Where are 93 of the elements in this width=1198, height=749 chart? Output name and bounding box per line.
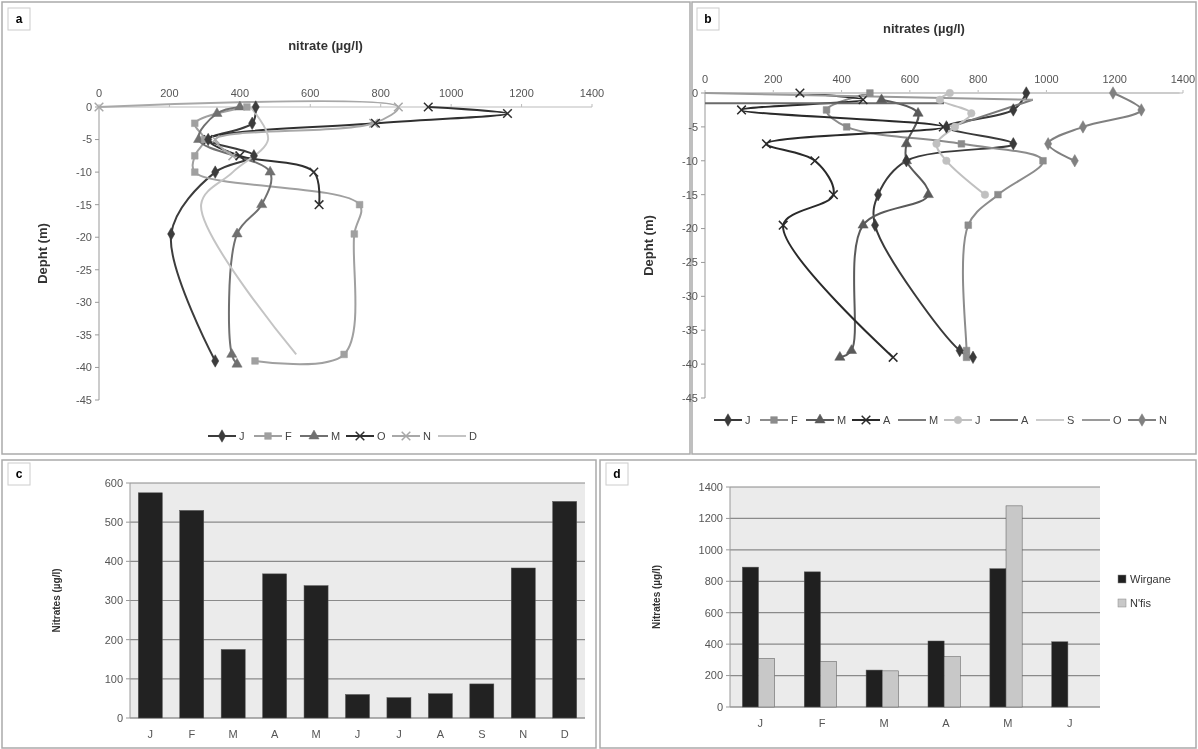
x-tick-label: M [228,728,238,740]
x-tick-label: 600 [301,87,320,99]
legend-label: O [1113,414,1122,426]
legend-label: F [791,414,798,426]
legend-label: F [285,430,292,442]
x-tick-label: 1000 [1034,73,1059,85]
y-tick-label: -30 [682,290,698,303]
legend-label: M [331,430,341,442]
x-tick-label: A [436,728,445,740]
y-tick-label: -10 [76,165,92,178]
text: b [704,12,712,26]
x-tick-label: J [1066,717,1073,729]
x-tick-label: M [1003,717,1013,729]
x-tick-label: F [818,717,826,729]
x-tick-label: 200 [764,73,783,85]
y-tick-label: -45 [76,393,92,406]
x-tick-label: J [354,728,361,740]
legend-label: S [1067,414,1075,426]
x-tick-label: F [188,728,196,740]
y-tick-label: 300 [104,594,123,607]
y-tick-label: -10 [682,154,698,167]
y-tick-label: -45 [682,391,698,404]
x-tick-label: 800 [968,73,988,85]
y-tick-label: 600 [104,476,123,489]
legend-label: N'fis [1130,597,1152,609]
y-tick-label: 0 [85,100,92,113]
x-tick-label: M [311,728,321,740]
x-tick-label: S [478,728,486,740]
y-tick-label: -30 [76,296,92,309]
y-tick-label: -25 [682,256,698,269]
x-tick-label: 400 [832,73,851,85]
y-tick-label: -40 [76,361,92,374]
legend-label: J [239,430,245,442]
y-tick-label: 500 [104,516,123,529]
x-tick-label: J [147,728,154,740]
y-axis-title: Nitrates (µg/l) [51,568,62,633]
x-tick-label: 600 [900,73,920,85]
legend-label: M [929,414,939,426]
y-tick-label: 600 [704,606,723,619]
legend-label: J [975,414,981,426]
x-tick-label: 1200 [1102,73,1127,85]
y-tick-label: 200 [704,669,723,682]
y-axis-title: Nitrates (µg/l) [651,564,662,630]
x-tick-label: M [879,717,889,729]
y-tick-label: 400 [104,555,123,568]
y-axis-title: Depht (m) [641,215,656,276]
legend-label: Wirgane [1130,573,1171,585]
text: a [15,12,23,26]
x-tick-label: 200 [160,87,179,99]
y-tick-label: -15 [76,198,92,211]
legend-label: O [377,430,386,442]
x-tick-label: 400 [230,87,250,99]
legend-label: M [837,414,847,426]
legend-label: J [745,414,751,426]
x-tick-label: 0 [95,87,103,99]
chart-title: nitrate (µg/l) [288,38,363,53]
x-tick-label: J [396,728,402,740]
x-tick-label: J [757,717,764,729]
y-tick-label: -5 [82,133,92,146]
y-axis-title: Depht (m) [35,223,50,284]
x-tick-label: 1000 [438,87,464,99]
y-tick-label: -35 [76,328,92,341]
y-tick-label: 1000 [698,543,723,556]
legend-label: D [469,430,477,442]
chart-title: nitrates (µg/l) [883,21,965,36]
y-tick-label: -25 [76,263,92,276]
x-tick-label: 1200 [509,87,534,99]
y-tick-label: 400 [704,637,723,650]
y-tick-label: -20 [682,222,698,235]
y-tick-label: 100 [104,672,123,685]
text: c [15,467,23,481]
y-tick-label: 200 [104,633,123,646]
y-tick-label: -35 [682,324,698,337]
x-tick-label: 800 [371,87,390,99]
x-tick-label: N [519,728,528,740]
y-tick-label: -5 [688,120,698,133]
x-tick-label: 1400 [1170,73,1196,85]
x-tick-label: A [942,717,951,729]
y-tick-label: -15 [682,188,698,201]
text: d [613,467,621,481]
legend-label: N [1159,414,1167,426]
y-tick-label: 0 [716,700,723,713]
y-tick-label: 1400 [698,480,723,493]
y-tick-label: 1200 [698,512,723,525]
x-tick-label: 1400 [579,87,605,99]
x-tick-label: D [560,728,569,740]
legend-label: A [883,414,891,426]
y-tick-label: -20 [76,231,92,244]
legend-label: N [423,430,431,442]
y-tick-label: -40 [682,357,698,370]
x-tick-label: A [270,728,279,740]
y-tick-label: 800 [704,575,723,588]
legend-label: A [1021,414,1029,426]
